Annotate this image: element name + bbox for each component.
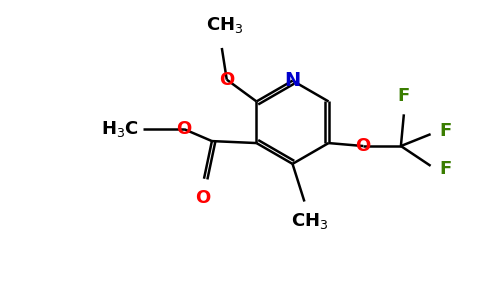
Text: H$_3$C: H$_3$C xyxy=(101,119,138,139)
Text: O: O xyxy=(177,120,192,138)
Text: F: F xyxy=(439,160,452,178)
Text: CH$_3$: CH$_3$ xyxy=(206,15,243,35)
Text: F: F xyxy=(439,122,452,140)
Text: O: O xyxy=(219,71,234,89)
Text: CH$_3$: CH$_3$ xyxy=(291,212,328,231)
Text: N: N xyxy=(285,71,301,90)
Text: F: F xyxy=(398,87,410,105)
Text: O: O xyxy=(196,189,211,207)
Text: O: O xyxy=(356,137,371,155)
